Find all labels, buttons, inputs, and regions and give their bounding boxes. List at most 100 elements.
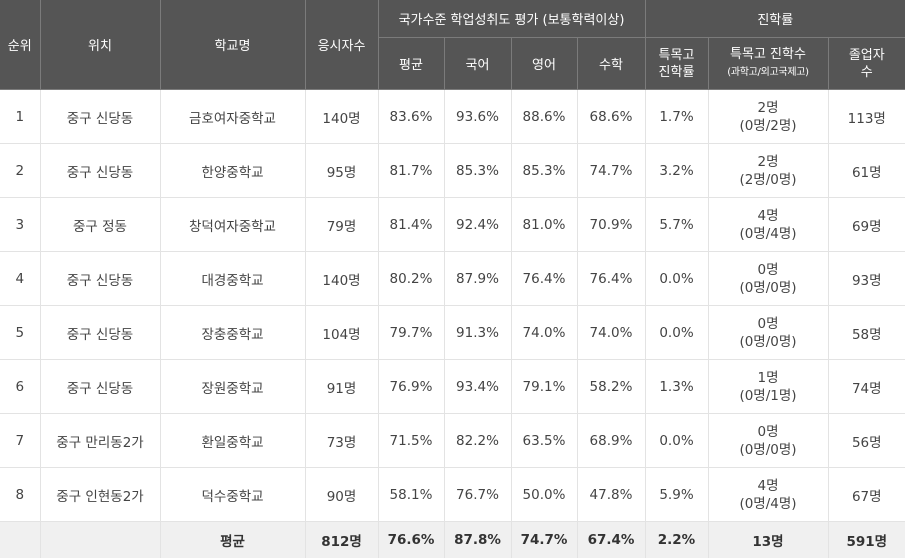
- table-row: 1 중구 신당동 금호여자중학교 140명 83.6% 93.6% 88.6% 68.6% 1.…: [0, 89, 905, 144]
- cell-avg: 81.7%: [378, 143, 445, 198]
- cell-korean: 93.6%: [444, 89, 512, 144]
- header-korean: 국어: [444, 37, 512, 90]
- special-count-total: 4명: [757, 477, 779, 494]
- cell-english: 85.3%: [511, 143, 578, 198]
- special-count-detail: (0명/0명): [739, 333, 797, 350]
- special-count-total: 4명: [757, 207, 779, 224]
- special-count-detail: (0명/0명): [739, 441, 797, 458]
- header-special-count: 특목고 진학수 (과학고/외고국제고): [708, 37, 829, 90]
- header-special-count-line1: 특목고 진학수: [730, 47, 806, 62]
- footer-location: [40, 521, 161, 558]
- cell-location: 중구 인현동2가: [40, 467, 161, 522]
- cell-location: 중구 정동: [40, 197, 161, 252]
- special-count-detail: (0명/4명): [739, 495, 797, 512]
- table-row: 5 중구 신당동 장충중학교 104명 79.7% 91.3% 74.0% 74.0% 0.0%…: [0, 305, 905, 360]
- cell-special-count: 0명 (0명/0명): [708, 251, 829, 306]
- header-location: 위치: [40, 0, 161, 90]
- cell-location: 중구 만리동2가: [40, 413, 161, 468]
- cell-school: 덕수중학교: [160, 467, 306, 522]
- cell-math: 74.0%: [577, 305, 646, 360]
- cell-korean: 76.7%: [444, 467, 512, 522]
- cell-korean: 93.4%: [444, 359, 512, 414]
- cell-math: 70.9%: [577, 197, 646, 252]
- cell-special-rate: 1.7%: [645, 89, 709, 144]
- table-row: 4 중구 신당동 대경중학교 140명 80.2% 87.9% 76.4% 76.4% 0.0%…: [0, 251, 905, 306]
- table-row: 3 중구 정동 창덕여자중학교 79명 81.4% 92.4% 81.0% 70.9% 5.7%…: [0, 197, 905, 252]
- cell-english: 50.0%: [511, 467, 578, 522]
- header-english: 영어: [511, 37, 578, 90]
- header-special-rate-line2: 진학률: [658, 64, 695, 80]
- footer-special-count: 13명: [708, 521, 829, 558]
- special-count-total: 0명: [757, 423, 779, 440]
- cell-rank: 2: [0, 143, 41, 198]
- cell-special-count: 2명 (0명/2명): [708, 89, 829, 144]
- cell-graduates: 113명: [828, 89, 905, 144]
- cell-rank: 7: [0, 413, 41, 468]
- cell-math: 68.6%: [577, 89, 646, 144]
- special-count-total: 2명: [757, 99, 779, 116]
- footer-avg: 76.6%: [378, 521, 445, 558]
- cell-location: 중구 신당동: [40, 359, 161, 414]
- table-body: 1 중구 신당동 금호여자중학교 140명 83.6% 93.6% 88.6% 68.6% 1.…: [0, 89, 905, 522]
- cell-english: 79.1%: [511, 359, 578, 414]
- special-count-detail: (0명/1명): [739, 387, 797, 404]
- cell-examinees: 95명: [305, 143, 379, 198]
- cell-school: 금호여자중학교: [160, 89, 306, 144]
- cell-math: 68.9%: [577, 413, 646, 468]
- special-count-detail: (0명/4명): [739, 225, 797, 242]
- header-avg: 평균: [378, 37, 445, 90]
- cell-graduates: 67명: [828, 467, 905, 522]
- footer-english: 74.7%: [511, 521, 578, 558]
- cell-english: 88.6%: [511, 89, 578, 144]
- header-national-assessment: 국가수준 학업성취도 평가 (보통학력이상): [378, 0, 646, 38]
- cell-special-count: 0명 (0명/0명): [708, 413, 829, 468]
- cell-graduates: 56명: [828, 413, 905, 468]
- cell-graduates: 58명: [828, 305, 905, 360]
- footer-examinees: 812명: [305, 521, 379, 558]
- cell-examinees: 140명: [305, 89, 379, 144]
- header-graduates-line2: 수: [860, 64, 873, 80]
- cell-avg: 81.4%: [378, 197, 445, 252]
- header-school: 학교명: [160, 0, 306, 90]
- special-count-total: 1명: [757, 369, 779, 386]
- cell-school: 환일중학교: [160, 413, 306, 468]
- cell-special-rate: 5.7%: [645, 197, 709, 252]
- table-header: 순위 위치 학교명 응시자수 국가수준 학업성취도 평가 (보통학력이상) 진학…: [0, 0, 905, 90]
- cell-rank: 8: [0, 467, 41, 522]
- cell-examinees: 79명: [305, 197, 379, 252]
- cell-korean: 82.2%: [444, 413, 512, 468]
- cell-graduates: 69명: [828, 197, 905, 252]
- cell-math: 58.2%: [577, 359, 646, 414]
- cell-special-rate: 0.0%: [645, 413, 709, 468]
- cell-avg: 79.7%: [378, 305, 445, 360]
- special-count-detail: (0명/0명): [739, 279, 797, 296]
- special-count-total: 0명: [757, 261, 779, 278]
- footer-special-rate: 2.2%: [645, 521, 709, 558]
- cell-special-rate: 0.0%: [645, 251, 709, 306]
- header-special-count-line2: (과학고/외고국제고): [727, 67, 809, 78]
- cell-location: 중구 신당동: [40, 251, 161, 306]
- table-row: 8 중구 인현동2가 덕수중학교 90명 58.1% 76.7% 50.0% 47.8% 5.9…: [0, 467, 905, 522]
- cell-school: 창덕여자중학교: [160, 197, 306, 252]
- cell-school: 장충중학교: [160, 305, 306, 360]
- table-row: 7 중구 만리동2가 환일중학교 73명 71.5% 82.2% 63.5% 68.9% 0.0…: [0, 413, 905, 468]
- cell-english: 74.0%: [511, 305, 578, 360]
- special-count-total: 0명: [757, 315, 779, 332]
- header-rank: 순위: [0, 0, 41, 90]
- cell-special-rate: 0.0%: [645, 305, 709, 360]
- cell-school: 장원중학교: [160, 359, 306, 414]
- cell-special-count: 1명 (0명/1명): [708, 359, 829, 414]
- cell-location: 중구 신당동: [40, 143, 161, 198]
- footer-graduates: 591명: [828, 521, 905, 558]
- cell-special-count: 4명 (0명/4명): [708, 467, 829, 522]
- cell-examinees: 91명: [305, 359, 379, 414]
- cell-rank: 4: [0, 251, 41, 306]
- cell-examinees: 104명: [305, 305, 379, 360]
- cell-location: 중구 신당동: [40, 305, 161, 360]
- cell-avg: 83.6%: [378, 89, 445, 144]
- cell-avg: 76.9%: [378, 359, 445, 414]
- cell-korean: 87.9%: [444, 251, 512, 306]
- cell-rank: 3: [0, 197, 41, 252]
- cell-korean: 91.3%: [444, 305, 512, 360]
